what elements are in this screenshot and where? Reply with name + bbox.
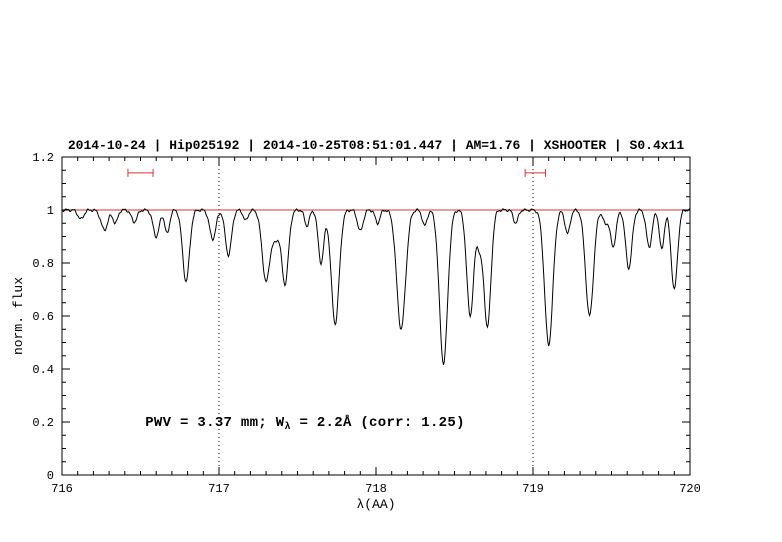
x-tick-label: 719 — [522, 482, 544, 496]
y-tick-label: 0.8 — [32, 257, 54, 271]
pwv-annotation-subscript: λ — [284, 421, 290, 433]
y-tick-label: 1.2 — [32, 151, 54, 165]
x-tick-label: 718 — [365, 482, 387, 496]
y-tick-label: 0 — [47, 469, 54, 483]
y-tick-label: 0.4 — [32, 363, 54, 377]
plot-dynamic-layer: 716 717 718 719 720 0 0.2 0.4 0.6 0.8 1 1.2 — [32, 151, 700, 496]
plot-title: 2014-10-24 | Hip025192 | 2014-10-25T08:5… — [68, 138, 684, 153]
pwv-annotation-suffix: = 2.2Å (corr: 1.25) — [291, 414, 465, 431]
y-tick-label: 1 — [47, 204, 54, 218]
x-tick-label: 717 — [208, 482, 230, 496]
x-axis-label: λ(AA) — [356, 497, 395, 512]
pwv-annotation: PWV = 3.37 mm; Wλ = 2.2Å (corr: 1.25) — [145, 414, 465, 433]
x-tick-label: 720 — [679, 482, 701, 496]
y-axis-label: norm. flux — [11, 277, 26, 355]
pwv-annotation-prefix: PWV = 3.37 mm; W — [145, 415, 285, 431]
y-tick-label: 0.6 — [32, 310, 54, 324]
y-tick-label: 0.2 — [32, 416, 54, 430]
spectrum-trace — [61, 208, 690, 365]
x-tick-label: 716 — [51, 482, 73, 496]
